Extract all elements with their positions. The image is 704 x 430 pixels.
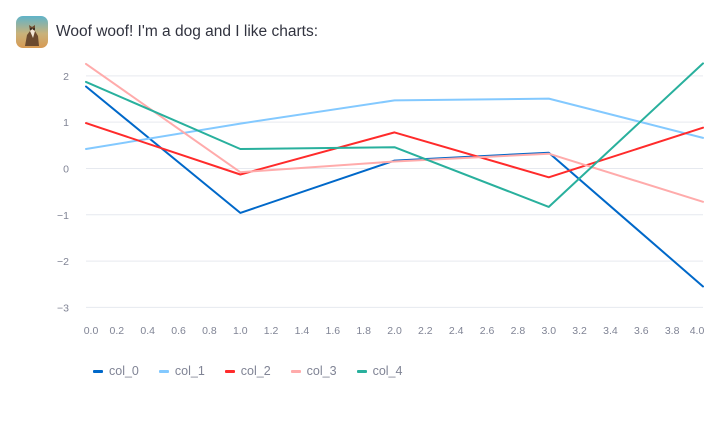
- legend-swatch: [93, 369, 103, 373]
- x-tick-label: 1.2: [264, 325, 279, 337]
- x-tick-label: 0.0: [84, 325, 99, 337]
- legend-item-col_3[interactable]: col_3: [290, 364, 337, 378]
- x-tick-label: 3.8: [665, 325, 680, 337]
- x-tick-label: 3.2: [572, 325, 587, 337]
- grid-lines: [86, 75, 703, 308]
- y-tick-label: −2: [57, 256, 69, 268]
- series-line-col_2[interactable]: [85, 122, 704, 179]
- x-tick-label: 4.0: [690, 325, 704, 337]
- y-tick-label: −3: [57, 302, 69, 314]
- y-tick-label: 0: [63, 163, 69, 175]
- legend-swatch: [158, 369, 169, 373]
- series-line-col_4[interactable]: [85, 62, 704, 208]
- x-tick-label: 2.4: [449, 325, 464, 337]
- series-line-col_0[interactable]: [85, 85, 704, 288]
- dog-avatar-icon: [16, 16, 48, 48]
- y-tick-label: 1: [63, 117, 69, 129]
- x-tick-label: 2.8: [511, 325, 526, 337]
- y-axis-tick-labels: 2 1 0 −1 −2 −3: [57, 71, 69, 314]
- legend-swatch: [356, 369, 367, 373]
- legend-item-col_0[interactable]: col_0: [93, 364, 139, 378]
- legend-label: col_0: [109, 364, 139, 378]
- x-tick-label: 1.8: [356, 325, 371, 337]
- x-tick-label: 3.6: [634, 325, 649, 337]
- chat-message: Woof woof! I'm a dog and I like charts:: [16, 16, 318, 48]
- legend-label: col_3: [306, 364, 337, 378]
- x-tick-label: 3.4: [603, 325, 618, 337]
- x-tick-label: 2.0: [387, 325, 402, 337]
- series-lines[interactable]: [85, 62, 704, 288]
- x-tick-label: 0.8: [202, 325, 217, 337]
- x-tick-label: 0.6: [171, 325, 186, 337]
- x-tick-label: 1.6: [325, 325, 340, 337]
- legend-item-col_4[interactable]: col_4: [356, 364, 403, 378]
- legend-label: col_1: [174, 364, 205, 378]
- x-tick-label: 2.2: [418, 325, 433, 337]
- legend-item-col_1[interactable]: col_1: [158, 364, 205, 378]
- legend-label: col_2: [240, 364, 271, 378]
- x-axis-tick-labels: 0.0 0.2 0.4 0.6 0.8 1.0 1.2 1.4 1.6 1.8 2.0 2.2 2.4 2…: [84, 325, 704, 337]
- x-tick-label: 0.4: [140, 325, 155, 337]
- series-line-col_3[interactable]: [85, 62, 704, 203]
- x-tick-label: 1.4: [295, 325, 310, 337]
- x-tick-label: 2.6: [480, 325, 495, 337]
- legend-label: col_4: [372, 364, 403, 378]
- legend-swatch: [290, 369, 301, 373]
- x-tick-label: 3.0: [541, 325, 556, 337]
- x-tick-label: 0.2: [110, 325, 125, 337]
- legend: col_0 col_1 col_2 col_3 col_4: [93, 364, 422, 378]
- series-line-col_1[interactable]: [85, 97, 704, 150]
- legend-item-col_2[interactable]: col_2: [224, 364, 271, 378]
- x-tick-label: 1.0: [233, 325, 248, 337]
- y-tick-label: 2: [63, 71, 69, 83]
- message-text: Woof woof! I'm a dog and I like charts:: [56, 23, 318, 40]
- y-tick-label: −1: [57, 210, 69, 222]
- legend-swatch: [224, 369, 235, 373]
